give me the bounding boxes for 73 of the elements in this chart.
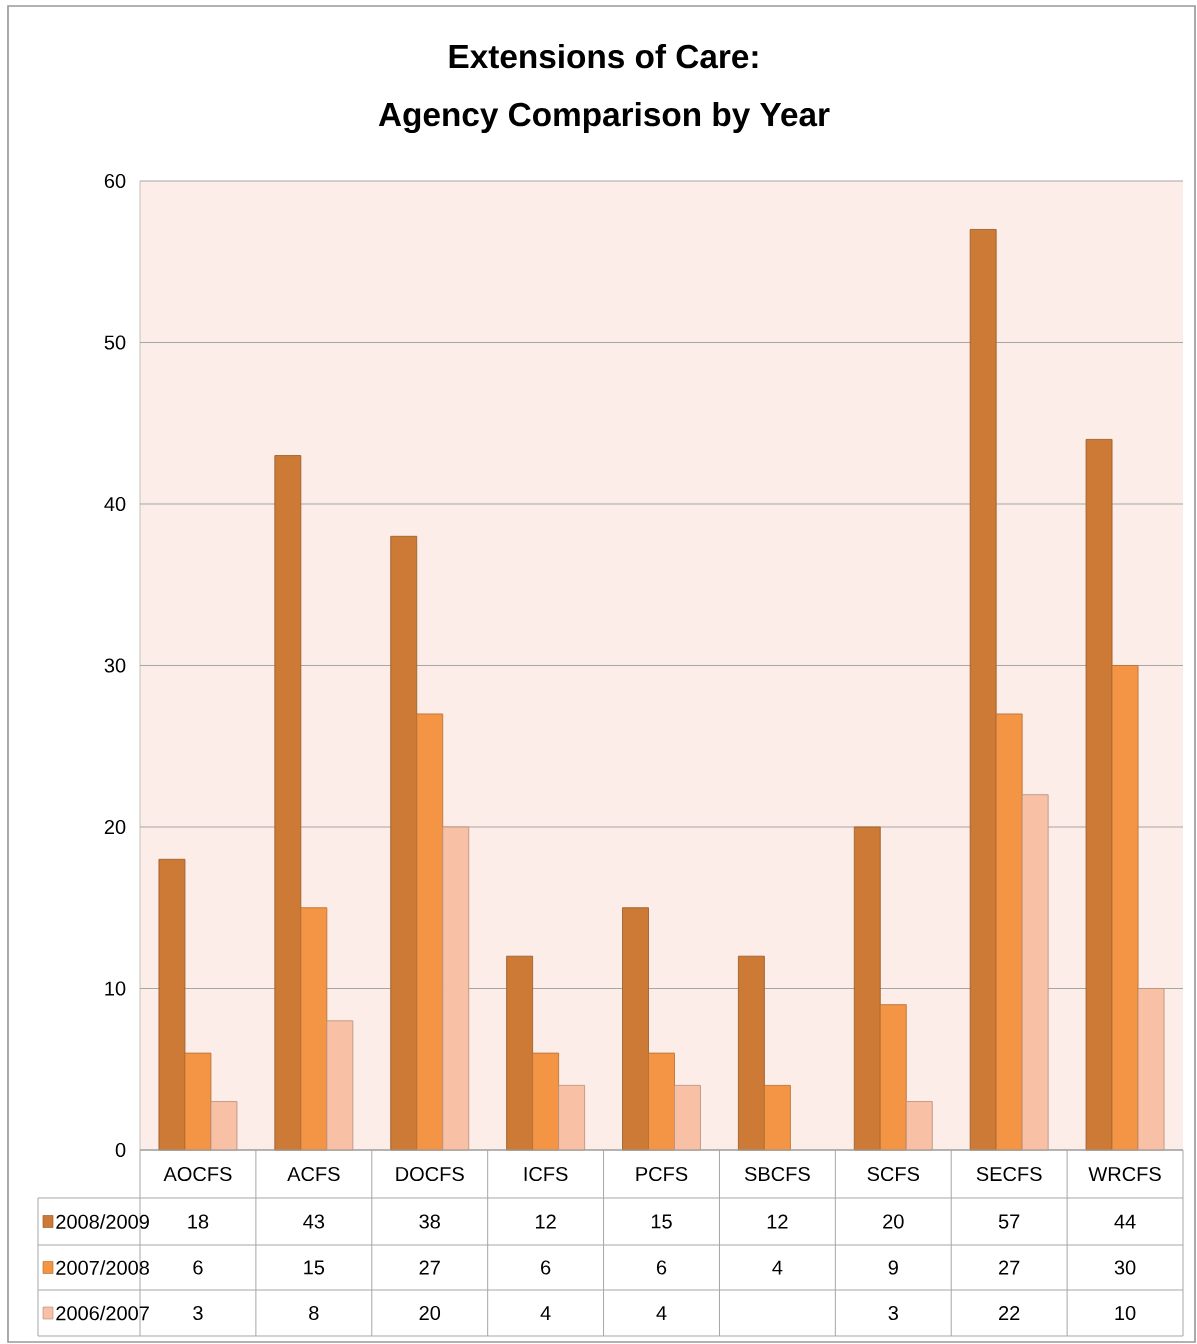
data-label: 20 (419, 1305, 441, 1321)
data-label: 12 (536, 1214, 556, 1229)
bar (1021, 794, 1049, 1151)
bar (763, 1084, 791, 1151)
x-tick-label: SBCFS (744, 1166, 810, 1182)
bar (416, 713, 444, 1151)
bar (274, 455, 302, 1151)
legend-label: 2007/2008 (56, 1260, 149, 1275)
bar (326, 1020, 354, 1151)
data-label: 3 (888, 1305, 898, 1321)
x-tick-label: DOCFS (396, 1166, 464, 1182)
y-tick-label: 0 (115, 1142, 126, 1158)
data-label: 6 (541, 1260, 551, 1275)
y-tick-label: 50 (104, 335, 126, 350)
data-label: 4 (540, 1306, 551, 1320)
bar (879, 1004, 907, 1151)
data-label: 38 (419, 1214, 440, 1229)
data-label: 20 (883, 1214, 904, 1229)
data-label: 15 (651, 1214, 672, 1229)
y-tick-label: 20 (104, 819, 126, 835)
bar (300, 907, 328, 1151)
legend-label: 2006/2007 (56, 1305, 149, 1321)
data-label: 43 (303, 1214, 325, 1229)
y-tick-label: 30 (104, 658, 126, 673)
x-tick-label: PCFS (636, 1166, 688, 1182)
data-label: 15 (304, 1260, 325, 1275)
bar (1111, 665, 1139, 1151)
x-tick-label: AOCFS (163, 1166, 232, 1182)
legend-label: 2008/2009 (56, 1214, 149, 1229)
data-label: 30 (1114, 1260, 1136, 1275)
bar (905, 1101, 933, 1151)
data-label: 4 (772, 1260, 783, 1275)
data-label: 6 (656, 1260, 667, 1275)
bar (622, 907, 649, 1151)
chart-subtitle: Agency Comparison by Year (378, 101, 830, 134)
bar (1137, 988, 1165, 1151)
bar (184, 1052, 212, 1151)
bar (995, 713, 1023, 1151)
bar (969, 229, 997, 1151)
data-label: 8 (309, 1305, 319, 1321)
x-tick-label: WRCFS (1088, 1166, 1161, 1182)
bar (648, 1052, 675, 1151)
data-label: 6 (193, 1260, 203, 1275)
data-label: 4 (656, 1306, 667, 1320)
bar (674, 1084, 701, 1151)
chart-title: Extensions of Care: (449, 43, 758, 69)
data-label: 22 (999, 1306, 1020, 1320)
y-tick-label: 40 (104, 496, 126, 512)
x-tick-label: SECFS (976, 1166, 1042, 1182)
bar (210, 1101, 238, 1151)
bar (390, 535, 418, 1151)
bar (558, 1084, 586, 1151)
bar (737, 955, 765, 1151)
bar (442, 826, 470, 1151)
x-tick-label: ACFS (287, 1166, 340, 1182)
bar (158, 858, 186, 1151)
bar (1085, 438, 1113, 1151)
x-tick-label: SCFS (867, 1166, 920, 1182)
bar (506, 955, 534, 1151)
data-label: 18 (188, 1214, 209, 1229)
data-label: 27 (999, 1260, 1020, 1275)
y-tick-label: 60 (104, 173, 126, 189)
bar (853, 826, 881, 1151)
data-label: 9 (888, 1260, 898, 1275)
y-tick-label: 10 (105, 981, 126, 996)
data-label: 3 (193, 1305, 203, 1321)
data-label: 44 (1114, 1214, 1136, 1229)
data-label: 12 (767, 1214, 788, 1229)
data-label: 10 (1115, 1305, 1136, 1321)
data-label: 27 (419, 1260, 440, 1275)
bar (532, 1052, 560, 1151)
x-tick-label: ICFS (524, 1166, 568, 1182)
data-label: 57 (998, 1214, 1020, 1229)
